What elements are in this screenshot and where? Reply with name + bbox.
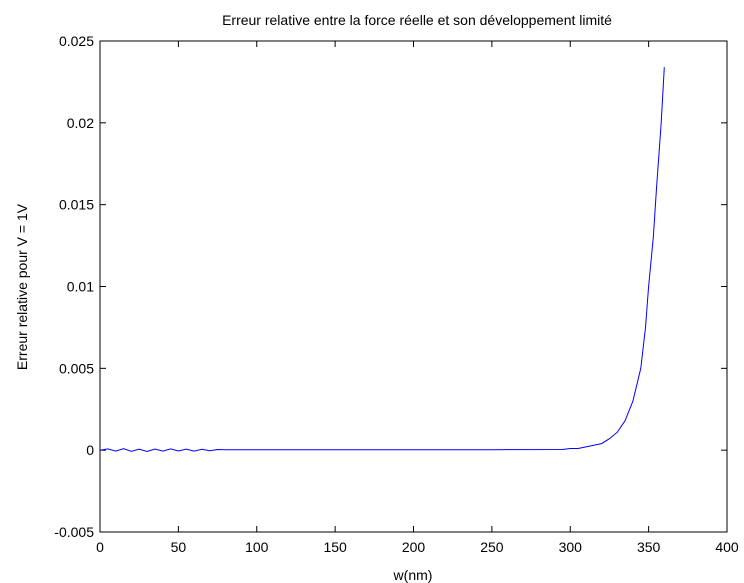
x-tick-label: 250	[480, 539, 504, 555]
x-axis-label: w(nm)	[393, 567, 433, 583]
x-tick-label: 150	[323, 539, 347, 555]
series-line	[99, 67, 665, 453]
x-tick-label: 50	[171, 539, 187, 555]
y-tick-label: 0.025	[59, 33, 94, 49]
y-tick-label: -0.005	[54, 524, 94, 540]
y-axis-label: Erreur relative pour V = 1V	[14, 203, 30, 370]
x-tick-label: 350	[637, 539, 661, 555]
x-axis: 0 50 100 150 200 250 300 350 400	[96, 41, 739, 555]
y-tick-label: 0.02	[67, 115, 94, 131]
x-tick-label: 300	[559, 539, 583, 555]
chart-title: Erreur relative entre la force réelle et…	[222, 12, 612, 28]
x-tick-label: 100	[245, 539, 269, 555]
series-layer	[99, 67, 665, 453]
x-tick-label: 200	[402, 539, 426, 555]
y-tick-label: 0.015	[59, 197, 94, 213]
y-tick-label: 0.005	[59, 360, 94, 376]
plot-area	[99, 40, 728, 533]
x-tick-label: 400	[715, 539, 739, 555]
y-tick-label: 0.01	[67, 279, 94, 295]
x-tick-label: 0	[96, 539, 104, 555]
y-axis: -0.005 0 0.005 0.01 0.015 0.02 0.025	[54, 33, 727, 540]
y-tick-label: 0	[86, 442, 94, 458]
